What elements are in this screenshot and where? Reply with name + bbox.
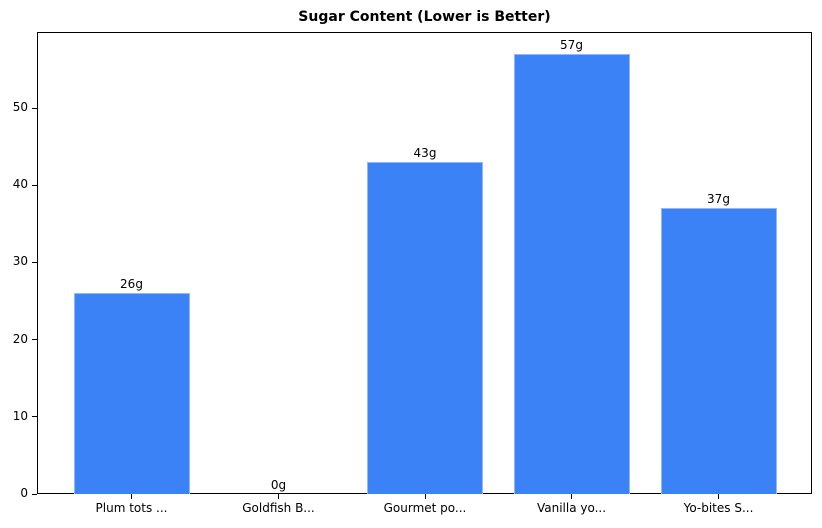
y-tick <box>32 261 37 263</box>
y-tick <box>32 416 37 418</box>
y-tick-label: 40 <box>12 177 28 192</box>
y-tick <box>32 184 37 186</box>
x-tick-label: Goldfish B... <box>242 501 315 515</box>
x-tick-label: Yo-bites S... <box>683 501 754 515</box>
x-tick <box>424 494 426 499</box>
x-tick <box>571 494 572 499</box>
x-tick <box>278 494 279 499</box>
bar-value-label: 57g <box>560 38 583 52</box>
y-tick-label: 10 <box>12 408 28 423</box>
x-tick-label: Plum tots ... <box>95 501 168 515</box>
bar-value-label: 0g <box>270 478 287 492</box>
bar <box>513 54 630 494</box>
bar-value-label: 26g <box>120 277 143 292</box>
chart-title: Sugar Content (Lower is Better) <box>298 9 551 25</box>
x-tick <box>131 494 132 499</box>
x-tick-label: Vanilla yo... <box>536 501 607 515</box>
bar <box>660 208 777 494</box>
y-tick-label: 20 <box>12 331 28 346</box>
y-tick-label: 0 <box>20 486 28 500</box>
bar <box>367 162 483 494</box>
y-tick <box>32 493 37 495</box>
y-tick <box>32 339 37 341</box>
bar <box>73 293 190 494</box>
x-tick <box>718 494 719 499</box>
bar-value-label: 43g <box>413 146 437 161</box>
bar-value-label: 37g <box>707 192 730 207</box>
y-tick-label: 50 <box>12 100 28 115</box>
x-tick-label: Gourmet po... <box>383 501 467 515</box>
y-tick-label: 30 <box>12 254 28 269</box>
y-tick <box>32 107 37 109</box>
